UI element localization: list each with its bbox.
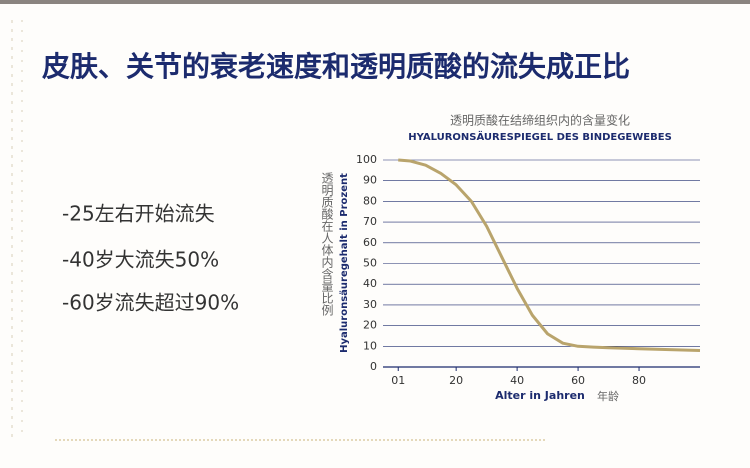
top-strip — [0, 0, 750, 4]
chart-subtitle: HYALURONSÄURESPIEGEL DES BINDEGEWEBES — [408, 129, 672, 143]
y-tick-label: 30 — [363, 298, 377, 311]
y-tick-label: 20 — [363, 319, 377, 332]
x-axis-label: Alter in Jahren — [495, 389, 585, 402]
x-tick-label: 40 — [510, 374, 524, 387]
y-tick-label: 40 — [363, 277, 377, 290]
y-tick-label: 50 — [363, 257, 377, 270]
x-axis-label-cn: 年龄 — [597, 389, 619, 403]
headline: 皮肤、关节的衰老速度和透明质酸的流失成正比 — [42, 50, 630, 83]
x-tick-label: 01 — [391, 374, 405, 387]
text-point: -25左右开始流失 — [62, 202, 215, 226]
y-axis-label-de: Hyaluronsäuregehalt in Prozent — [339, 173, 350, 353]
y-tick-label: 60 — [363, 236, 377, 249]
y-tick-label: 10 — [363, 339, 377, 352]
text-point: -40岁大流失50% — [62, 248, 219, 272]
chart-title: 透明质酸在结缔组织内的含量变化 — [450, 113, 630, 128]
line — [398, 158, 701, 352]
y-tick-label: 70 — [363, 215, 377, 228]
x-tick-label: 20 — [449, 374, 463, 387]
x-tick-label: 80 — [632, 374, 646, 387]
y-tick-label: 90 — [363, 174, 377, 187]
x-tick-label: 60 — [571, 374, 585, 387]
y-axis-label: 透明质酸在人体内含量比例 — [320, 172, 334, 316]
text-point: -60岁流失超过90% — [62, 291, 239, 315]
y-tick-label: 0 — [370, 360, 377, 373]
y-tick-label: 80 — [363, 194, 377, 207]
y-tick-label: 100 — [356, 153, 377, 166]
